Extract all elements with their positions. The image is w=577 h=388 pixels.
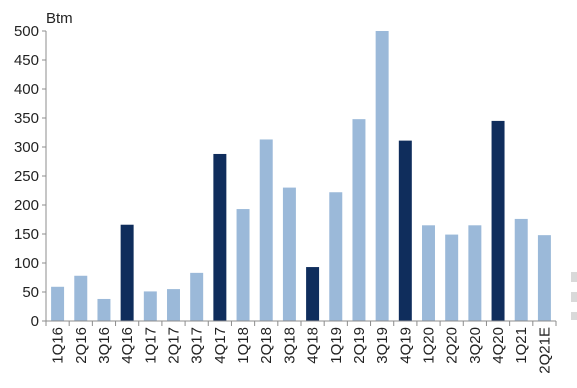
y-tick-label: 500: [14, 23, 39, 40]
x-tick-label: 4Q19: [397, 327, 414, 364]
bar-3q20: [468, 225, 482, 321]
y-tick-label: 200: [14, 197, 39, 214]
bar-2q17: [167, 289, 180, 321]
bar-2q19: [352, 119, 366, 321]
bar-1q16: [51, 286, 65, 321]
bar-1q20: [422, 225, 435, 321]
y-axis-ticks: 0 50 100 150 200 250 300 350 400 450 500: [14, 23, 46, 330]
bar-4q17: [213, 153, 227, 321]
bar-4q16: [120, 224, 134, 321]
y-tick-label: 300: [14, 139, 39, 156]
x-tick-label: 3Q16: [96, 327, 113, 364]
edge-decoration: [571, 312, 577, 320]
bars-group: [51, 31, 551, 322]
x-tick-label: 1Q17: [142, 327, 159, 364]
x-tick-label: 1Q19: [328, 327, 345, 364]
bar-1q17: [143, 291, 157, 321]
bar-2q18: [259, 139, 273, 321]
bar-4q19: [398, 140, 412, 321]
edge-decoration: [571, 292, 577, 302]
y-tick-label: 100: [14, 255, 39, 272]
x-tick-label: 1Q20: [421, 327, 438, 364]
bar-3q19: [375, 31, 389, 321]
x-tick-label: 1Q18: [235, 327, 252, 364]
x-tick-label: 2Q16: [73, 327, 90, 364]
bar-4q18: [306, 267, 320, 321]
x-tick-label: 2Q20: [444, 327, 461, 364]
x-tick-label: 4Q20: [490, 327, 507, 364]
edge-decoration: [571, 272, 577, 282]
x-axis-ticks: 1Q16 2Q16 3Q16 4Q16 1Q17 2Q17 3Q17 4Q17 1Q18 2Q18…: [45, 321, 557, 374]
bar-3q18: [282, 187, 296, 321]
bar-1q19: [329, 192, 343, 321]
x-tick-label: 3Q20: [467, 327, 484, 364]
bar-4q20: [491, 120, 505, 322]
bar-3q17: [190, 272, 204, 321]
bar-2q20: [445, 234, 459, 321]
x-tick-label: 3Q18: [281, 327, 298, 364]
x-tick-label: 4Q16: [119, 327, 136, 364]
x-tick-label: 4Q17: [212, 327, 229, 364]
x-tick-label: 1Q16: [50, 327, 67, 364]
x-tick-label: 3Q17: [189, 327, 206, 364]
x-tick-label: 2Q17: [166, 327, 183, 364]
bar-1q21: [514, 218, 528, 321]
y-axis-label: Btm: [46, 10, 73, 27]
x-tick-label: 2Q19: [351, 327, 368, 364]
x-tick-label: 2Q21E: [536, 327, 553, 374]
x-tick-label: 2Q18: [258, 327, 275, 364]
y-tick-label: 450: [14, 52, 39, 69]
bar-1q18: [236, 209, 250, 321]
bar-2q21e: [537, 235, 551, 321]
bar-2q16: [74, 275, 88, 321]
bar-3q16: [97, 298, 111, 321]
y-tick-label: 0: [31, 313, 39, 330]
x-tick-label: 1Q21: [513, 327, 530, 364]
axes: [45, 31, 556, 322]
x-tick-label: 3Q19: [374, 327, 391, 364]
y-tick-label: 250: [14, 168, 39, 185]
y-tick-label: 150: [14, 226, 39, 243]
y-tick-label: 400: [14, 81, 39, 98]
x-tick-label: 4Q18: [305, 327, 322, 364]
y-tick-label: 50: [22, 284, 39, 301]
y-tick-label: 350: [14, 110, 39, 127]
